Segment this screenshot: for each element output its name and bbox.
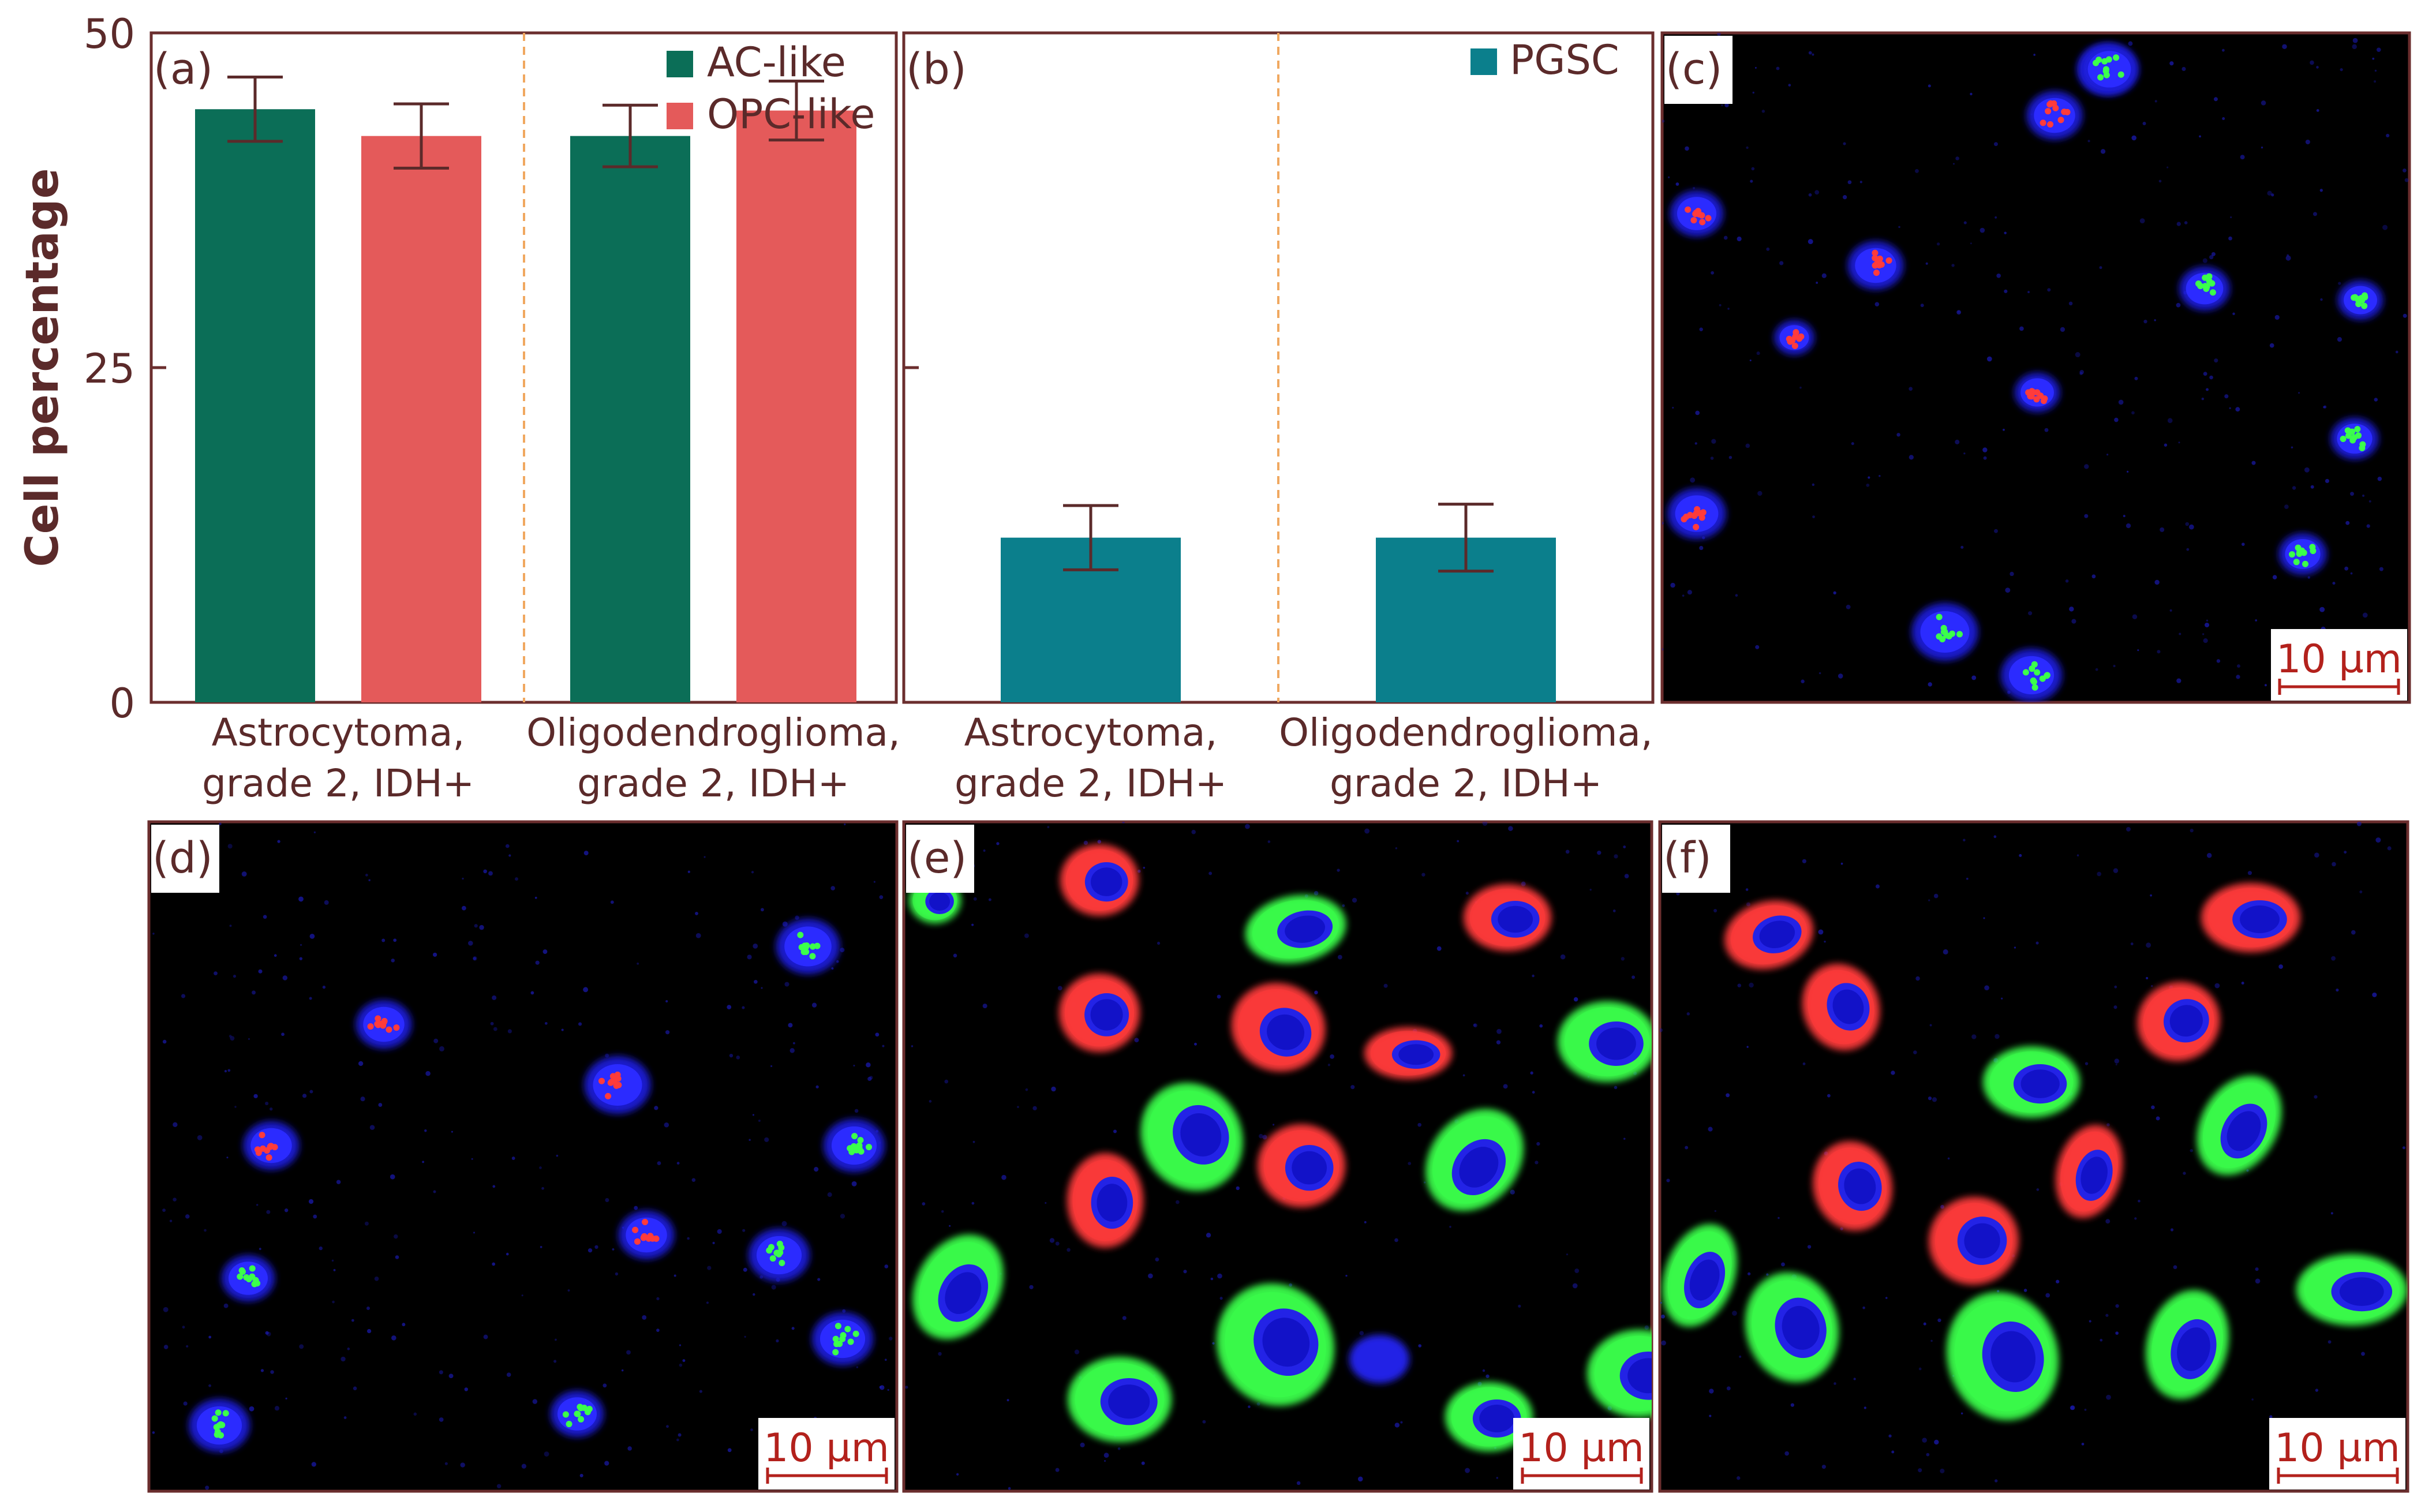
panel-e-scale-label: 10 µm <box>1518 1425 1644 1471</box>
legend-b: PGSC <box>1470 36 1619 84</box>
panel-f-label-box: (f) <box>1662 825 1730 893</box>
panel-d-scalebar: 10 µm <box>758 1418 895 1489</box>
panel-e-label: (e) <box>907 833 967 883</box>
legend-label-pgsc: PGSC <box>1510 36 1619 84</box>
legend-swatch-opc-like <box>667 103 693 129</box>
legend-label-opc-like: OPC-like <box>707 91 875 138</box>
panel-a-errorbar-ac-like-1 <box>603 103 658 169</box>
panel-f: (f) 10 µm <box>1658 820 2409 1493</box>
x-label-a-astro: Astrocytoma, grade 2, IDH+ <box>202 710 474 806</box>
x-axis-labels: Astrocytoma, grade 2, IDH+ Oligodendrogli… <box>202 710 1653 806</box>
y-tick-label-50: 50 <box>84 10 135 58</box>
panel-c-label: (c) <box>1666 44 1722 94</box>
panel-d-label-box: (d) <box>151 825 219 893</box>
panel-b-errorbar-pgsc-0 <box>1063 504 1118 571</box>
y-tick-label-0: 0 <box>109 680 135 727</box>
x-label-a-oligo: Oligodendroglioma, grade 2, IDH+ <box>526 710 900 806</box>
panel-a-errorbar-opc-like-1 <box>769 80 824 142</box>
legend-swatch-pgsc <box>1470 48 1497 75</box>
panel-a-errorbar-opc-like-0 <box>394 102 449 170</box>
panel-f-label: (f) <box>1663 833 1712 883</box>
panel-b-label-box: (b) <box>906 36 974 104</box>
x-label-b-astro: Astrocytoma, grade 2, IDH+ <box>955 710 1227 806</box>
panel-e: (e) 10 µm <box>902 820 1653 1493</box>
panel-a-bar-ac-like-1 <box>570 136 690 702</box>
panel-c: (c) 10 µm <box>1660 31 2411 704</box>
panel-f-scalebar: 10 µm <box>2269 1418 2405 1489</box>
panel-a-bars <box>195 76 856 703</box>
panel-d: (d) 10 µm <box>147 820 899 1493</box>
panel-d-label: (d) <box>152 833 213 883</box>
panel-c-cells <box>1662 33 2409 702</box>
panel-f-scale-label: 10 µm <box>2274 1425 2400 1471</box>
panel-c-label-box: (c) <box>1664 36 1733 104</box>
panel-a-label: (a) <box>154 44 213 94</box>
y-axis-label: Cell percentage <box>17 168 69 567</box>
panel-d-cells <box>152 822 893 1490</box>
y-tick-label-25: 25 <box>84 345 135 392</box>
y-axis-ticks: 0 25 50 <box>84 10 166 727</box>
panel-a-bar-opc-like-0 <box>361 136 481 702</box>
panel-c-scalebar: 10 µm <box>2271 629 2407 701</box>
panel-b: (b) PGSC <box>902 31 1655 704</box>
panel-a: (a) AC-like OPC-like <box>149 31 898 704</box>
panel-a-label-box: (a) <box>154 36 222 104</box>
panel-f-cells <box>1660 822 2407 1484</box>
panel-e-cells <box>905 822 1652 1490</box>
legend-label-ac-like: AC-like <box>707 39 846 86</box>
panel-a-bar-opc-like-1 <box>736 110 856 702</box>
legend-swatch-ac-like <box>667 51 693 77</box>
legend-a: AC-like OPC-like <box>667 39 875 138</box>
panel-b-label: (b) <box>906 44 967 94</box>
panel-a-bar-ac-like-0 <box>195 109 315 703</box>
panel-c-scale-label: 10 µm <box>2276 637 2402 682</box>
panel-a-errorbar-ac-like-0 <box>227 76 283 143</box>
y-axis: Cell percentage 0 25 50 <box>17 10 166 727</box>
panel-b-errorbar-pgsc-1 <box>1438 503 1494 573</box>
panel-d-scale-label: 10 µm <box>764 1425 889 1471</box>
x-label-b-oligo: Oligodendroglioma, grade 2, IDH+ <box>1279 710 1653 806</box>
panel-e-label-box: (e) <box>906 825 974 893</box>
panel-e-scalebar: 10 µm <box>1513 1418 1649 1489</box>
panel-c-frame <box>1660 31 2411 704</box>
panel-b-bars <box>1001 503 1556 702</box>
